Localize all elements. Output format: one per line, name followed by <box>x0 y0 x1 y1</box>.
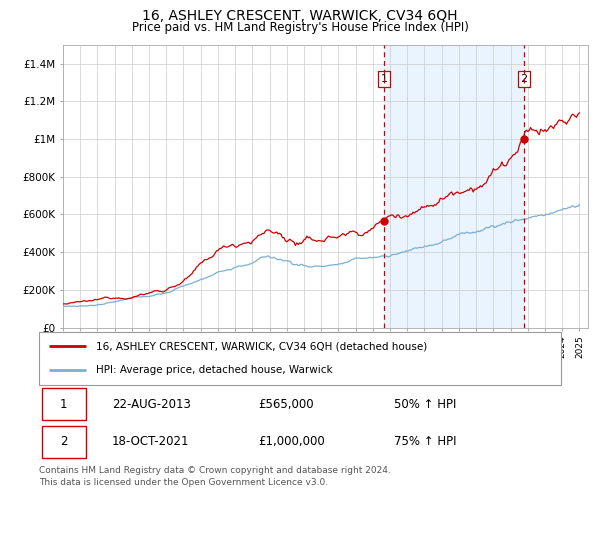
Text: 22-AUG-2013: 22-AUG-2013 <box>112 398 191 410</box>
FancyBboxPatch shape <box>41 426 86 458</box>
Text: 75% ↑ HPI: 75% ↑ HPI <box>394 436 457 449</box>
Point <box>520 134 529 143</box>
Text: 2: 2 <box>60 436 68 449</box>
Text: Contains HM Land Registry data © Crown copyright and database right 2024.
This d: Contains HM Land Registry data © Crown c… <box>39 466 391 487</box>
Text: 1: 1 <box>60 398 68 410</box>
Text: 16, ASHLEY CRESCENT, WARWICK, CV34 6QH (detached house): 16, ASHLEY CRESCENT, WARWICK, CV34 6QH (… <box>97 342 428 352</box>
Text: 50% ↑ HPI: 50% ↑ HPI <box>394 398 457 410</box>
FancyBboxPatch shape <box>39 332 561 385</box>
Text: Price paid vs. HM Land Registry's House Price Index (HPI): Price paid vs. HM Land Registry's House … <box>131 21 469 34</box>
Text: £565,000: £565,000 <box>258 398 314 410</box>
Text: 16, ASHLEY CRESCENT, WARWICK, CV34 6QH: 16, ASHLEY CRESCENT, WARWICK, CV34 6QH <box>142 9 458 23</box>
Text: £1,000,000: £1,000,000 <box>258 436 325 449</box>
Text: 2: 2 <box>521 74 528 84</box>
Text: HPI: Average price, detached house, Warwick: HPI: Average price, detached house, Warw… <box>97 365 333 375</box>
Bar <box>384 45 524 328</box>
Text: 1: 1 <box>380 74 388 84</box>
FancyBboxPatch shape <box>41 388 86 420</box>
Text: 18-OCT-2021: 18-OCT-2021 <box>112 436 190 449</box>
Point <box>379 217 389 226</box>
